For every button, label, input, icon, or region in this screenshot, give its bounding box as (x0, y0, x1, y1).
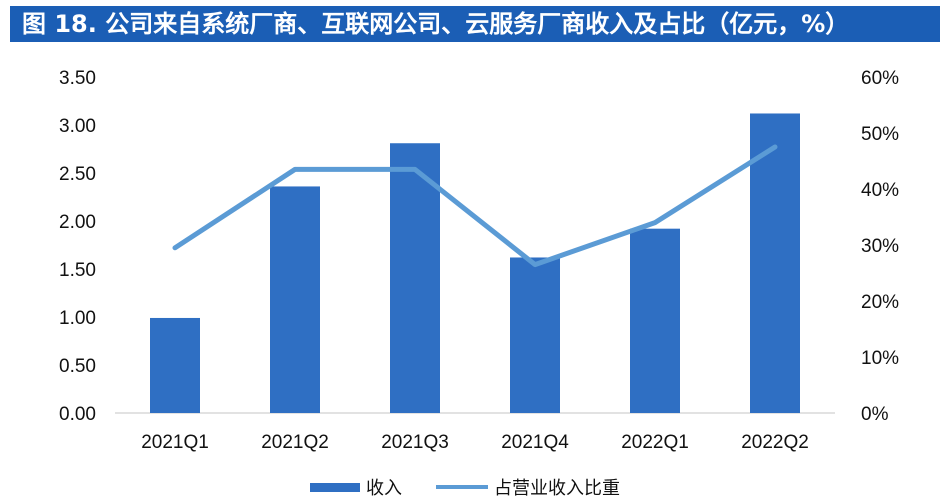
legend-line-label: 占营业收入比重 (494, 478, 620, 499)
bar-series (150, 113, 800, 414)
left-tick-label: 0.00 (59, 404, 96, 425)
bar (510, 257, 560, 413)
left-tick-label: 0.50 (59, 356, 96, 377)
right-tick-label: 20% (861, 292, 899, 313)
legend-bar-swatch (310, 483, 360, 492)
left-tick-label: 3.00 (59, 116, 96, 137)
category-label: 2021Q1 (141, 432, 209, 453)
chart-title: 图 18. 公司来自系统厂商、互联网公司、云服务厂商收入及占比（亿元，%） (10, 6, 940, 42)
left-tick-label: 1.50 (59, 260, 96, 281)
category-label: 2021Q4 (501, 432, 569, 453)
right-tick-label: 30% (861, 236, 899, 257)
right-tick-label: 0% (861, 404, 889, 425)
bar (390, 143, 440, 414)
legend: 收入 占营业收入比重 (310, 478, 620, 499)
left-tick-label: 3.50 (59, 68, 96, 89)
left-tick-label: 2.00 (59, 212, 96, 233)
line-series (172, 144, 778, 268)
right-tick-label: 50% (861, 124, 899, 145)
right-tick-label: 10% (861, 348, 899, 369)
right-tick-label: 40% (861, 180, 899, 201)
left-tick-label: 1.00 (59, 308, 96, 329)
bar (270, 186, 320, 413)
category-label: 2022Q1 (621, 432, 689, 453)
category-label: 2021Q3 (381, 432, 449, 453)
left-tick-label: 2.50 (59, 164, 96, 185)
bar (630, 228, 680, 413)
bar (750, 113, 800, 413)
category-label: 2022Q2 (741, 432, 809, 453)
right-tick-label: 60% (861, 68, 899, 89)
ratio-line (172, 144, 778, 268)
bar (150, 317, 200, 413)
left-axis: 0.00 0.50 1.00 1.50 2.00 2.50 3.00 3.50 (59, 68, 96, 425)
legend-bar-label: 收入 (366, 478, 402, 499)
right-axis: 0% 10% 20% 30% 40% 50% 60% (861, 68, 899, 425)
category-label: 2021Q2 (261, 432, 329, 453)
category-axis: 2021Q1 2021Q2 2021Q3 2021Q4 2022Q1 2022Q2 (141, 432, 809, 453)
